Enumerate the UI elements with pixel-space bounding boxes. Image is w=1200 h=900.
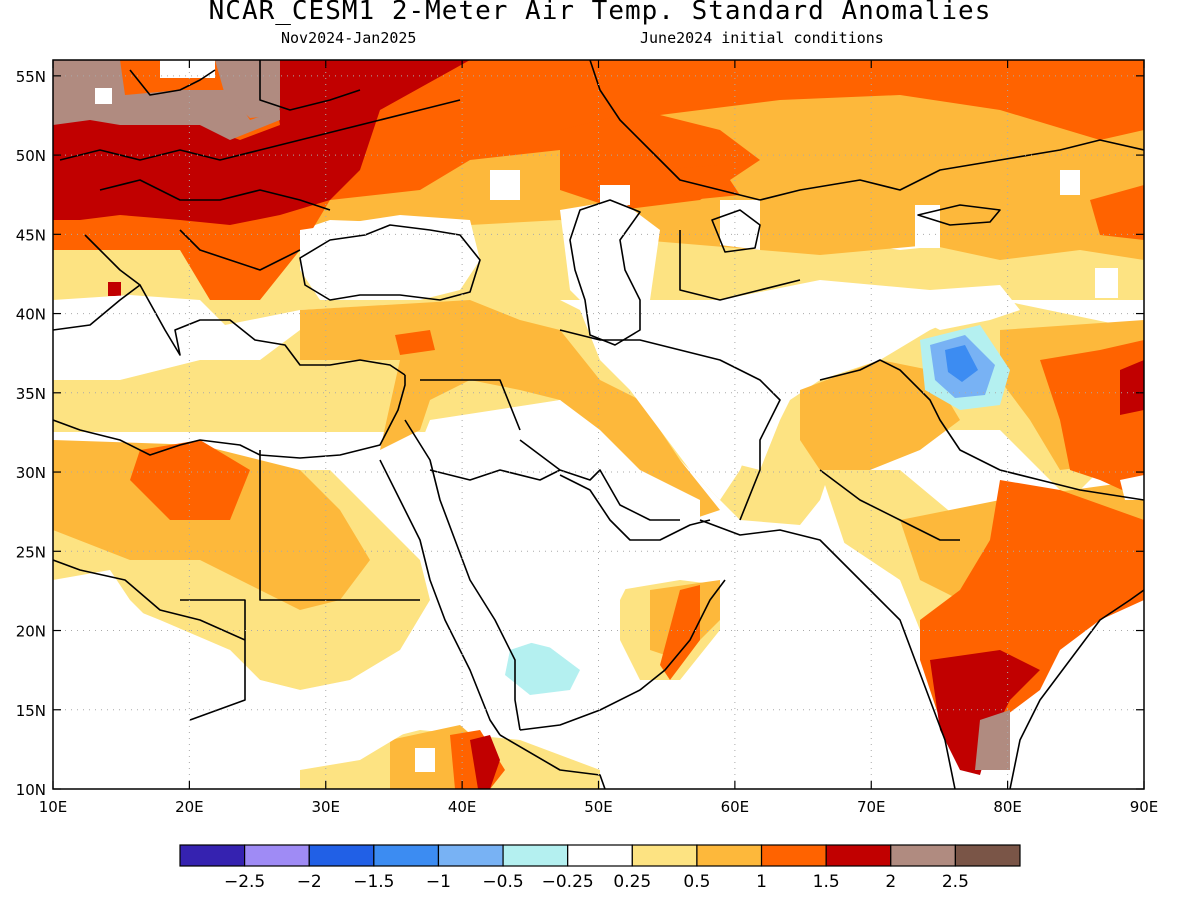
anomaly-region-neutral [700, 520, 950, 789]
anomaly-region-1.5 [395, 330, 435, 355]
colorbar-label: 1.5 [813, 872, 840, 892]
anomaly-region-neutral [53, 570, 410, 789]
anomaly-region-1.5 [130, 440, 250, 520]
lat-tick-label: 35N [16, 385, 46, 403]
colorbar-swatch [244, 844, 310, 867]
colorbar-swatch [502, 844, 569, 867]
anomaly-region-1.5 [660, 165, 740, 200]
lon-tick-label: 20E [175, 798, 204, 816]
colorbar-label: 0.5 [683, 872, 710, 892]
lat-tick-label: 25N [16, 543, 46, 561]
colorbar-swatch [825, 844, 892, 867]
anomaly-region-1 [800, 360, 960, 470]
colorbar-swatch [179, 844, 246, 867]
colorbar-label: −2 [297, 872, 322, 892]
anomaly-region--1.5 [945, 345, 978, 382]
anomaly-region-2 [1120, 360, 1144, 415]
lon-tick-label: 50E [584, 798, 613, 816]
lat-tick-label: 45N [16, 226, 46, 244]
anomaly-region-neutral [95, 88, 112, 104]
anomaly-region-2.5 [215, 60, 280, 118]
lon-tick-label: 70E [857, 798, 886, 816]
coastlines [53, 60, 1144, 789]
lat-tick-label: 10N [16, 781, 46, 799]
colorbar-swatch [567, 844, 633, 867]
lat-tick-label: 30N [16, 464, 46, 482]
anomaly-region-neutral [720, 200, 760, 250]
colorbar-swatch [437, 844, 504, 867]
anomaly-region-2 [470, 735, 500, 789]
map-area: 10E 20E 30E 40E 50E 60E 70E 80E 90E 10N 15N 20N 25N… [16, 59, 1159, 816]
lon-tick-label: 10E [39, 798, 68, 816]
lat-tick-label: 55N [16, 68, 46, 86]
colorbar: −2.5 −2 −1.5 −1 −0.5 −0.25 0.25 0.5 1 1.5 2 2.5 [179, 844, 1021, 892]
anomaly-region-neutral [490, 170, 520, 200]
anomaly-region-neutral [1120, 475, 1144, 500]
axis-ticks [52, 60, 1145, 790]
forecast-period: Nov2024-Jan2025 [281, 29, 417, 47]
colorbar-label: −1.5 [353, 872, 394, 892]
anomaly-region-neutral [880, 285, 1020, 330]
anomaly-region-neutral [53, 295, 230, 380]
anomaly-region-neutral [580, 300, 800, 500]
anomaly-region-neutral [1060, 170, 1080, 195]
anomaly-region-2 [930, 650, 1040, 775]
colorbar-swatch [954, 844, 1021, 867]
colorbar-label: −1 [426, 872, 451, 892]
anomaly-region-2.5 [53, 60, 280, 140]
anomaly-region-neutral [415, 748, 435, 772]
anomaly-region-neutral [410, 400, 700, 650]
lon-tick-label: 90E [1130, 798, 1159, 816]
colorbar-label: 2.5 [942, 872, 969, 892]
longitude-labels: 10E 20E 30E 40E 50E 60E 70E 80E 90E [39, 798, 1159, 816]
colorbar-swatch [696, 844, 763, 867]
latitude-labels: 10N 15N 20N 25N 30N 35N 40N 45N 50N 55N [16, 68, 46, 799]
lat-tick-label: 50N [16, 147, 46, 165]
map-title: NCAR_CESM1 2-Meter Air Temp. Standard An… [208, 0, 992, 26]
colorbar-label: 0.25 [613, 872, 651, 892]
colorbar-label: 1 [756, 872, 767, 892]
lat-tick-label: 20N [16, 623, 46, 641]
lat-tick-label: 40N [16, 306, 46, 324]
anomaly-region-2.5 [975, 710, 1010, 770]
colorbar-swatch [760, 844, 827, 867]
lon-tick-label: 80E [993, 798, 1022, 816]
initial-conditions: June2024 initial conditions [640, 29, 884, 47]
anomaly-region-1.5 [1040, 340, 1144, 500]
anomaly-region-1.5 [1090, 185, 1144, 240]
anomaly-region-1.5 [660, 585, 700, 680]
anomaly-region-2 [53, 60, 470, 225]
colorbar-swatch [631, 844, 698, 867]
anomaly-region-1 [300, 300, 720, 520]
colorbar-swatch [373, 844, 440, 867]
anomaly-region-neutral [1095, 268, 1118, 298]
anomaly-region-neutral [160, 60, 215, 78]
anomaly-region-1 [53, 440, 370, 610]
colorbar-label: −2.5 [224, 872, 265, 892]
anomaly-region--0.5 [505, 640, 580, 695]
colorbar-label: −0.5 [482, 872, 523, 892]
lon-tick-label: 60E [721, 798, 750, 816]
lon-tick-label: 40E [448, 798, 477, 816]
colorbar-swatch [890, 844, 956, 867]
colorbar-label: −0.25 [542, 872, 594, 892]
anomaly-region-2 [108, 282, 121, 296]
colorbar-swatch [308, 844, 375, 867]
lon-tick-label: 30E [311, 798, 340, 816]
anomaly-region-neutral [300, 215, 480, 300]
lat-tick-label: 15N [16, 702, 46, 720]
colorbar-label: 2 [885, 872, 896, 892]
